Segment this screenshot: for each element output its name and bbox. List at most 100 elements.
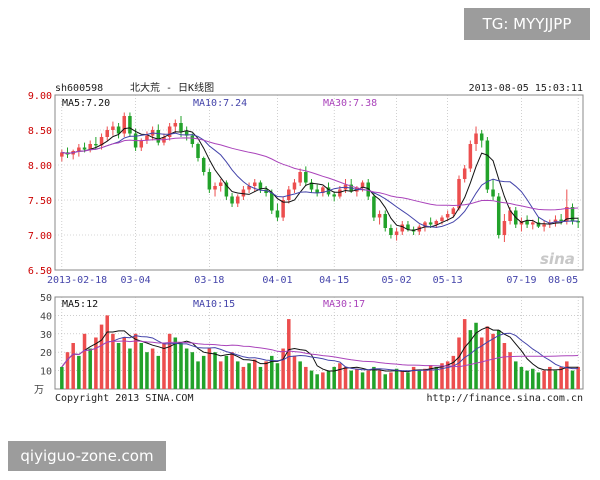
volume-bar-down <box>224 355 229 389</box>
candle-up <box>440 217 444 221</box>
volume-bar-down <box>468 330 473 389</box>
volume-bar-up <box>400 370 405 389</box>
volume-bar-up <box>150 348 155 389</box>
volume-bar-down <box>156 355 161 389</box>
price-x-tick-label: 04-15 <box>319 275 349 286</box>
ma10-price-line <box>61 132 579 228</box>
volume-bar-down <box>372 366 376 389</box>
candle-down <box>270 193 274 211</box>
ma5-volume-line <box>61 326 579 373</box>
volume-bar-up <box>366 370 370 389</box>
candle-up <box>457 179 461 209</box>
price-y-tick-label: 7.50 <box>28 196 52 207</box>
candle-up <box>321 187 325 193</box>
ma10-volume-line <box>61 332 579 372</box>
price-grid <box>55 95 583 270</box>
candle-down <box>258 182 263 190</box>
volume-bar-up <box>423 368 427 389</box>
volume-bar-down <box>531 368 535 389</box>
candle-up <box>400 224 405 232</box>
volume-bar-up <box>230 352 234 389</box>
volume-y-tick-label: 40 <box>40 311 52 322</box>
volume-bar-down <box>128 348 132 389</box>
candle-up <box>565 207 569 221</box>
candle-down <box>372 196 376 218</box>
candle-down <box>570 207 575 221</box>
volume-bar-up <box>252 359 257 389</box>
candle-down <box>389 228 393 235</box>
volume-bar-up <box>389 372 393 389</box>
ma10-price-label: MA10:7.24 <box>193 98 247 109</box>
volume-y-tick-label: 50 <box>40 293 52 304</box>
price-x-tick-label: 2013-02-18 <box>47 275 107 286</box>
volume-bar-up <box>508 352 512 389</box>
volume-bar-up <box>411 366 416 389</box>
volume-bar-up <box>207 348 212 389</box>
volume-bar-down <box>383 374 388 389</box>
volume-bar-up <box>502 343 507 389</box>
ma30-price-line <box>61 137 579 211</box>
volume-bar-down <box>513 361 518 389</box>
candle-up <box>377 214 382 218</box>
volume-bar-up <box>565 361 569 389</box>
footer-url[interactable]: http://finance.sina.com.cn <box>426 393 583 404</box>
ma10-volume-label: MA10:15 <box>193 299 235 310</box>
stock-symbol: sh600598 <box>55 83 103 94</box>
volume-bar-up <box>292 355 297 389</box>
candle-down <box>406 224 410 230</box>
sina-watermark: sina <box>540 250 575 268</box>
volume-bar-down <box>434 366 439 389</box>
volume-bar-up <box>479 337 484 389</box>
volume-bar-down <box>201 355 206 389</box>
candle-up <box>338 189 342 197</box>
candle-up <box>434 221 439 225</box>
volume-bar-up <box>451 355 456 389</box>
volume-bar-down <box>496 330 501 389</box>
volume-bar-up <box>71 343 75 389</box>
candle-down <box>196 144 200 158</box>
candle-up <box>445 214 450 218</box>
candle-up <box>394 231 399 235</box>
candle-down <box>304 172 308 183</box>
candle-down <box>201 158 206 172</box>
volume-bar-down <box>417 370 422 389</box>
candle-up <box>111 126 115 130</box>
candle-up <box>423 222 427 227</box>
volume-bar-down <box>173 337 178 389</box>
volume-bar-down <box>190 352 195 389</box>
candle-up <box>213 186 217 190</box>
candle-down <box>156 130 161 143</box>
candle-up <box>173 123 178 127</box>
price-y-tick-label: 7.00 <box>28 231 52 242</box>
overlay-site-label: qiyiguo-zone.com <box>8 441 166 471</box>
candle-down <box>366 182 370 197</box>
volume-bar-down <box>570 370 575 389</box>
price-y-axis: 9.00 8.50 8.00 7.50 7.00 6.50 <box>28 91 52 277</box>
ma30-volume-label: MA30:17 <box>323 299 365 310</box>
volume-bar-down <box>139 343 144 389</box>
volume-ma-lines <box>61 326 579 373</box>
volume-bar-down <box>360 372 365 389</box>
volume-panel: 50 40 30 20 10 MA5:12 MA10:15 MA30:17 万 <box>34 293 584 396</box>
price-x-tick-label: 03-04 <box>121 275 151 286</box>
candle-down <box>207 172 212 190</box>
volume-bar-down <box>213 352 217 389</box>
volume-bar-down <box>184 348 189 389</box>
volume-bar-down <box>525 370 529 389</box>
candle-up <box>462 168 467 179</box>
candle-up <box>247 186 251 190</box>
candle-down <box>128 116 132 134</box>
candle-up <box>292 182 297 190</box>
price-y-tick-label: 9.00 <box>28 91 52 102</box>
volume-bar-up <box>542 370 546 389</box>
volume-bar-down <box>235 361 240 389</box>
candle-down <box>190 135 195 144</box>
volume-bar-up <box>485 326 490 389</box>
volume-bar-up <box>559 366 563 389</box>
volume-bar-up <box>94 337 98 389</box>
price-x-tick-label: 05-02 <box>382 275 412 286</box>
volume-bar-down <box>77 355 81 389</box>
volume-bar-up <box>167 333 172 389</box>
